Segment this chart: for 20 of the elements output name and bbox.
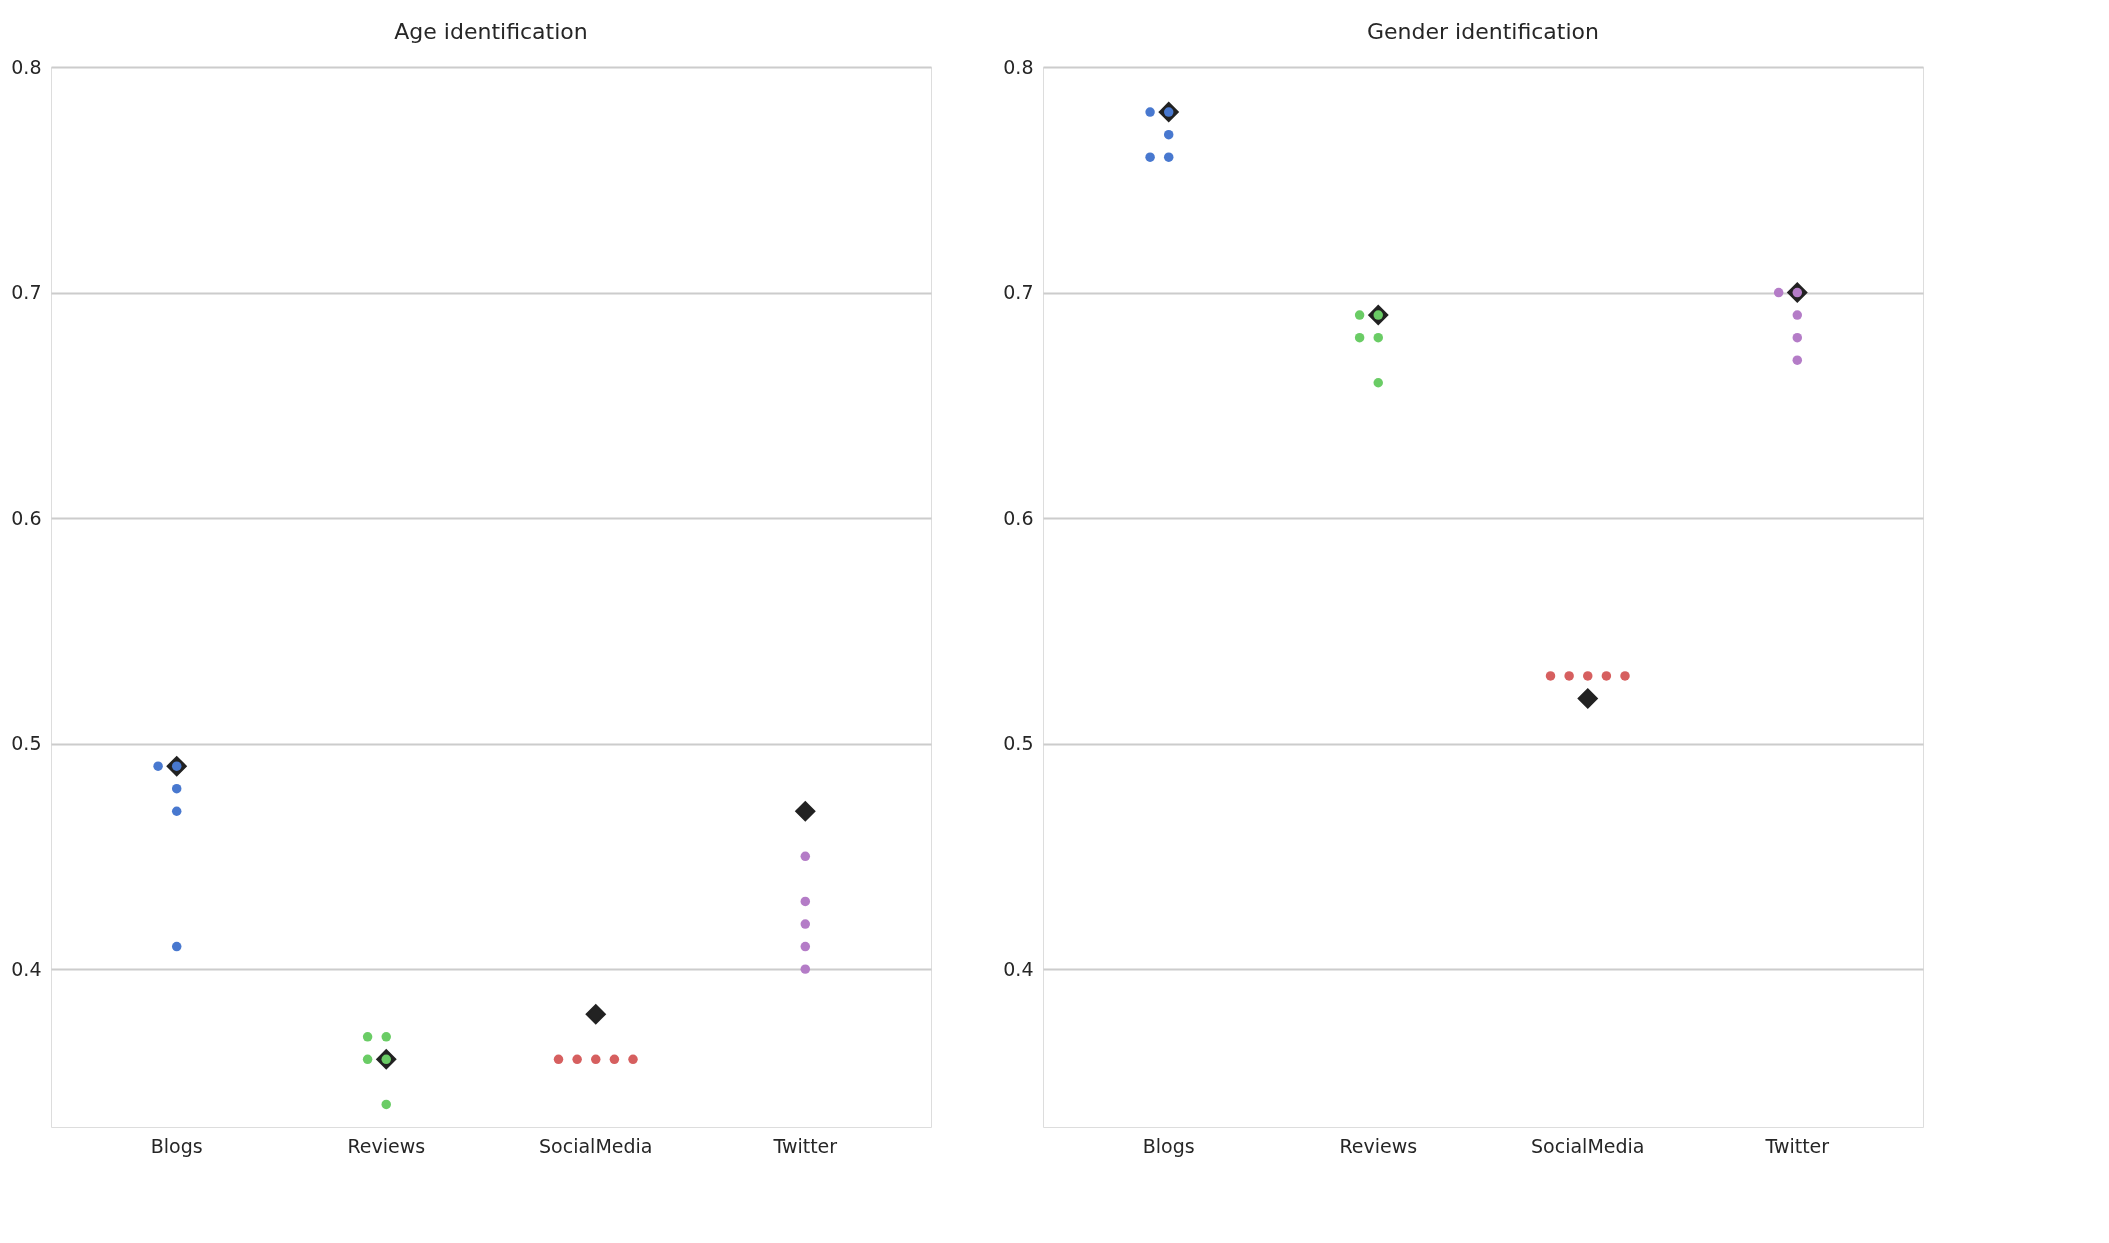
y-tick-label: 0.5	[1003, 732, 1034, 755]
y-tick-label: 0.4	[11, 957, 42, 980]
y-tick-label: 0.4	[1003, 957, 1034, 980]
x-tick-label: Twitter	[1764, 1134, 1830, 1157]
y-tick-label: 0.7	[1003, 281, 1034, 304]
y-tick-label: 0.8	[11, 55, 42, 78]
x-tick-label: Blogs	[150, 1134, 203, 1157]
y-tick-label: 0.7	[11, 281, 42, 304]
y-tick-label: 0.6	[11, 506, 42, 529]
y-tick-label: 0.6	[1003, 506, 1034, 529]
y-tick-label: 0.5	[11, 732, 42, 755]
chart-title: Gender identification	[1367, 19, 1599, 44]
x-tick-label: SocialMedia	[1531, 1134, 1645, 1157]
x-tick-label: Twitter	[772, 1134, 838, 1157]
x-tick-label: SocialMedia	[539, 1134, 653, 1157]
y-tick-label: 0.8	[1003, 55, 1034, 78]
x-tick-label: Blogs	[1142, 1134, 1195, 1157]
chart-title: Age identification	[394, 19, 588, 44]
x-tick-label: Reviews	[1339, 1134, 1418, 1157]
x-tick-label: Reviews	[347, 1134, 426, 1157]
